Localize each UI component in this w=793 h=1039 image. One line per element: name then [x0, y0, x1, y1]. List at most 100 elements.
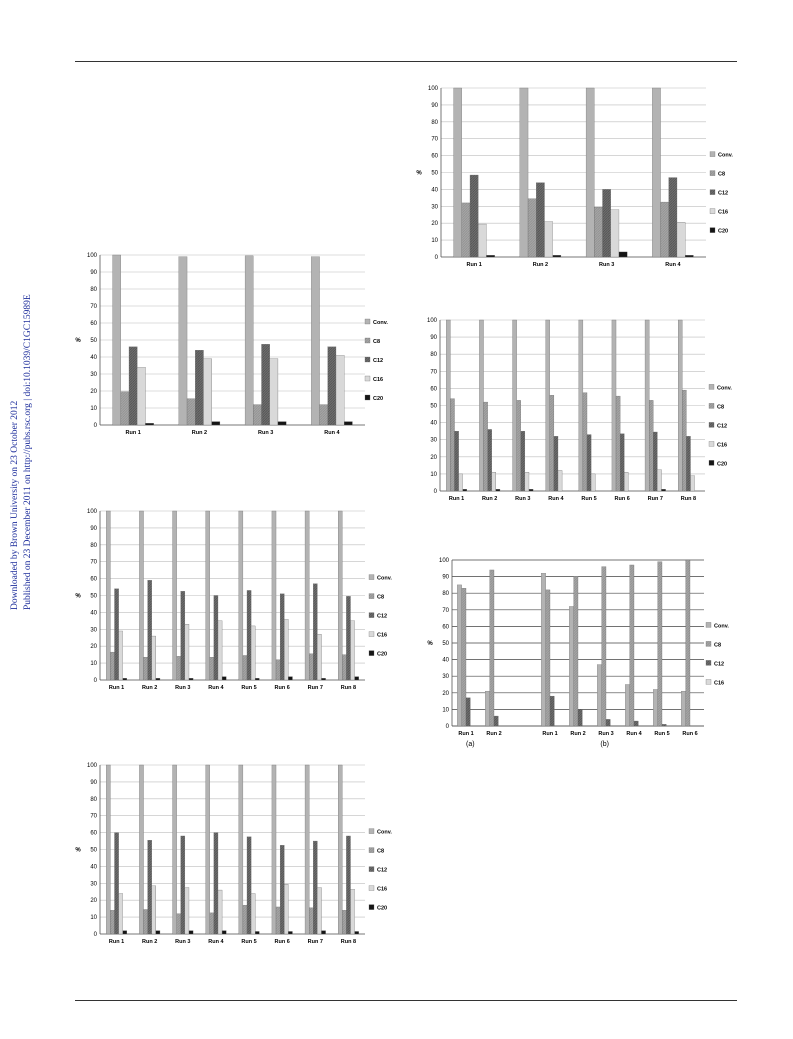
bar-c20-7 — [354, 676, 359, 681]
bar-c20-1 — [211, 421, 221, 426]
x-category-label: Run 1 — [109, 939, 124, 945]
y-axis-label: % — [427, 641, 433, 647]
bar-conv-2 — [244, 255, 254, 426]
x-category-label: Run 3 — [258, 430, 273, 436]
bar-conv-0 — [112, 254, 121, 426]
bar-c20-1 — [155, 678, 161, 681]
bar-c16-0 — [137, 367, 146, 426]
legend-label: Conv. — [373, 320, 388, 326]
y-tick-label: 60 — [442, 624, 449, 630]
y-tick-label: 20 — [442, 691, 449, 697]
x-category-label: Run 5 — [241, 939, 256, 945]
y-tick-label: 70 — [431, 137, 438, 143]
y-tick-label: 90 — [90, 780, 97, 786]
bar-c20-3 — [221, 930, 227, 935]
y-tick-label: 40 — [90, 864, 97, 870]
x-category-label: Run 2 — [570, 731, 585, 737]
y-tick-label: 0 — [435, 255, 439, 261]
y-tick-label: 70 — [90, 814, 97, 820]
legend-swatch-c16 — [705, 679, 712, 685]
bar-c12-7 — [346, 835, 351, 935]
legend-swatch-c12 — [368, 866, 375, 872]
bar-c12-1 — [536, 182, 545, 258]
bar-c20-2 — [618, 251, 628, 258]
bar-c16-6 — [657, 469, 662, 492]
bar-c12-1 — [493, 715, 499, 727]
bar-c20-3 — [221, 676, 227, 681]
y-tick-label: 40 — [430, 421, 437, 427]
bar-conv-1 — [139, 764, 144, 935]
bar-c12-3 — [549, 695, 555, 727]
x-category-label: Run 6 — [275, 939, 290, 945]
bar-c16-3 — [335, 355, 345, 426]
legend-swatch-c12 — [364, 356, 371, 363]
y-tick-label: 40 — [90, 355, 97, 361]
bar-c16-2 — [524, 472, 530, 492]
legend-label: C16 — [717, 442, 727, 448]
legend-label: C20 — [377, 906, 387, 912]
bar-c16-3 — [557, 470, 563, 492]
bar-c12-7 — [661, 724, 667, 727]
x-category-label: Run 6 — [615, 496, 630, 502]
x-category-label: Run 4 — [665, 262, 681, 268]
bar-c12-6 — [313, 583, 318, 681]
bar-c20-6 — [321, 678, 326, 681]
y-axis-label: % — [75, 338, 81, 344]
legend-swatch-c16 — [709, 208, 716, 214]
bar-c8-1 — [489, 569, 495, 727]
bar-c12-3 — [553, 436, 559, 492]
bar-conv-4 — [238, 764, 244, 935]
y-axis-label: % — [75, 594, 81, 600]
legend-label: C16 — [718, 210, 728, 216]
top-rule — [75, 61, 737, 62]
legend-swatch-c12 — [705, 660, 712, 666]
bar-c12-1 — [487, 429, 492, 492]
legend-label: C20 — [717, 461, 727, 467]
bar-c16-3 — [676, 222, 686, 258]
x-category-label: Run 4 — [626, 731, 642, 737]
bar-conv-3 — [205, 510, 210, 681]
legend-label: C8 — [717, 404, 724, 410]
bar-c16-2 — [184, 887, 190, 935]
y-tick-label: 80 — [442, 591, 449, 597]
y-tick-label: 70 — [90, 304, 97, 310]
legend-label: Conv. — [377, 576, 392, 582]
y-axis-label: % — [75, 848, 81, 854]
legend-swatch-conv — [368, 574, 375, 580]
bar-c20-0 — [462, 489, 467, 492]
bar-c12-3 — [668, 177, 678, 258]
x-category-label: Run 4 — [208, 939, 224, 945]
y-tick-label: 10 — [90, 661, 97, 667]
bar-c12-1 — [147, 580, 152, 681]
bar-c20-4 — [255, 678, 260, 681]
x-category-label: Run 1 — [458, 731, 473, 737]
bar-c16-1 — [544, 221, 553, 258]
y-tick-label: 60 — [90, 321, 97, 327]
legend-swatch-c8 — [709, 170, 716, 176]
bar-c20-2 — [277, 421, 287, 426]
legend-swatch-c16 — [368, 885, 375, 891]
y-tick-label: 20 — [430, 455, 437, 461]
legend-label: Conv. — [714, 623, 729, 629]
legend-swatch-c12 — [709, 189, 716, 195]
bar-conv-7 — [338, 764, 343, 935]
legend-label: C12 — [714, 661, 724, 667]
bar-c20-6 — [321, 930, 326, 935]
bar-c16-4 — [250, 625, 256, 681]
bar-c16-1 — [151, 885, 156, 935]
bar-c20-1 — [552, 255, 562, 258]
y-tick-label: 100 — [87, 253, 98, 259]
y-tick-label: 100 — [428, 86, 439, 92]
bar-c16-5 — [284, 883, 289, 935]
x-category-label: Run 7 — [308, 685, 323, 691]
y-tick-label: 100 — [87, 763, 98, 769]
y-tick-label: 10 — [90, 915, 97, 921]
y-tick-label: 10 — [442, 707, 449, 713]
bar-c16-1 — [491, 472, 496, 492]
bar-c8-0 — [461, 588, 467, 727]
y-axis-label: % — [416, 171, 422, 177]
x-category-label: Run 7 — [648, 496, 663, 502]
legend-label: C8 — [718, 172, 725, 178]
